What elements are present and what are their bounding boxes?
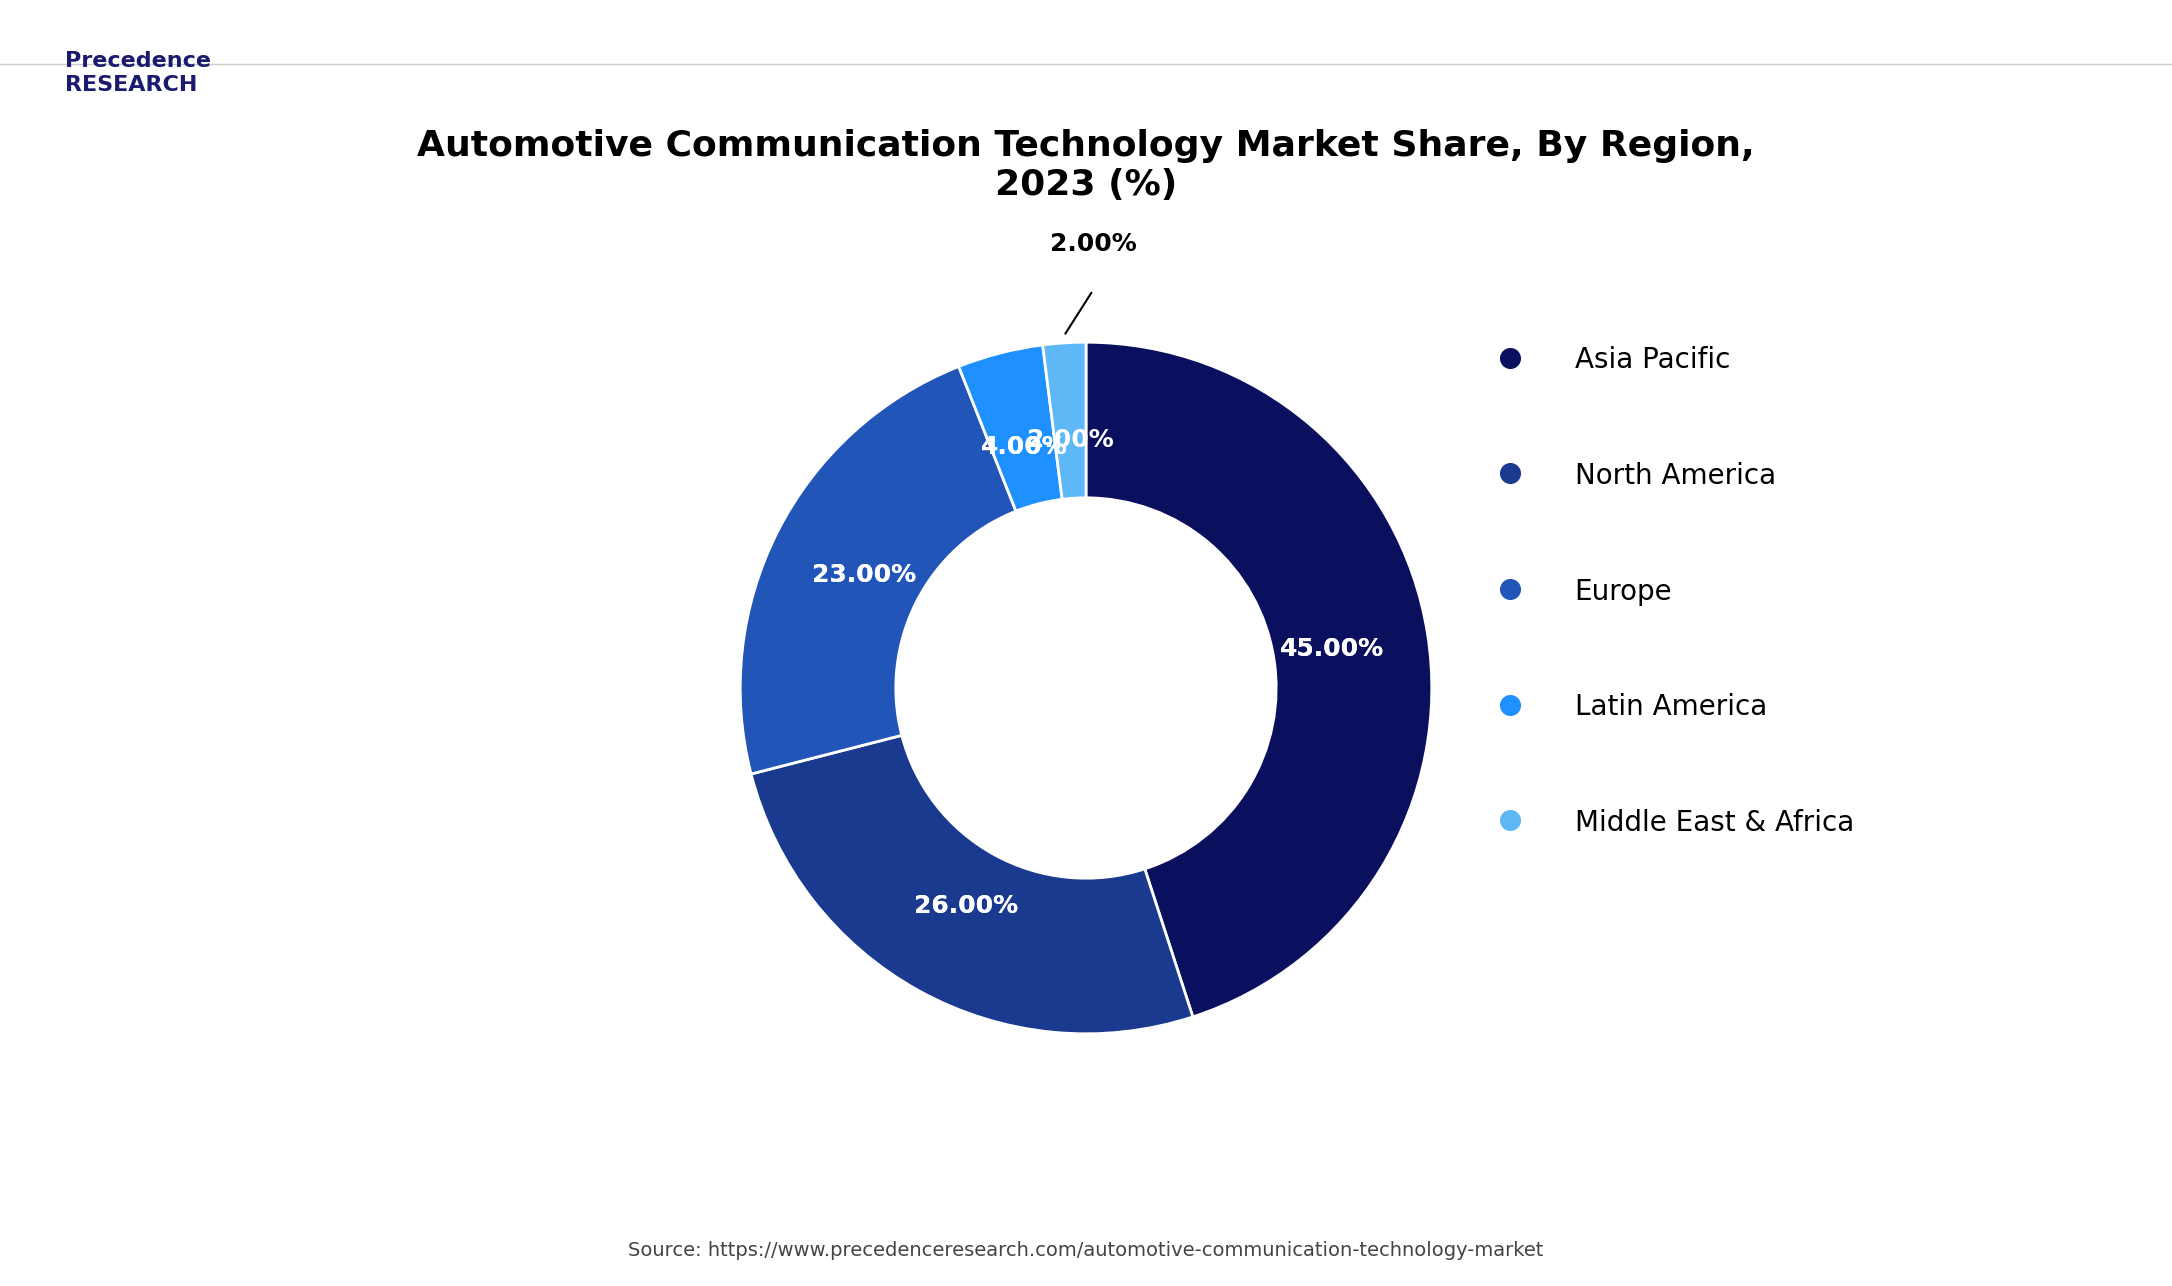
Wedge shape (1086, 342, 1431, 1017)
Wedge shape (741, 367, 1016, 774)
Text: 26.00%: 26.00% (914, 894, 1019, 918)
Text: North America: North America (1575, 462, 1777, 490)
Text: 45.00%: 45.00% (1279, 637, 1384, 661)
Wedge shape (1043, 342, 1086, 499)
Text: 2.00%: 2.00% (1027, 427, 1114, 451)
Text: Automotive Communication Technology Market Share, By Region,
2023 (%): Automotive Communication Technology Mark… (417, 129, 1755, 202)
Text: Latin America: Latin America (1575, 693, 1768, 721)
Text: 23.00%: 23.00% (812, 563, 917, 586)
Point (1492, 579, 1527, 599)
Text: 26.00%: 26.00% (914, 894, 1019, 918)
Text: 4.00%: 4.00% (982, 435, 1066, 459)
Text: Precedence
RESEARCH: Precedence RESEARCH (65, 51, 211, 95)
Wedge shape (752, 736, 1192, 1034)
Point (1492, 347, 1527, 368)
Text: Europe: Europe (1575, 577, 1672, 606)
Point (1492, 463, 1527, 484)
Text: Middle East & Africa: Middle East & Africa (1575, 809, 1855, 837)
Point (1492, 694, 1527, 715)
Text: 23.00%: 23.00% (812, 563, 917, 586)
Text: 4.00%: 4.00% (982, 435, 1066, 459)
Text: 2.00%: 2.00% (1049, 231, 1136, 256)
Point (1492, 810, 1527, 831)
Wedge shape (958, 345, 1062, 511)
Text: Source: https://www.precedenceresearch.com/automotive-communication-technology-m: Source: https://www.precedenceresearch.c… (628, 1241, 1544, 1260)
Text: 45.00%: 45.00% (1279, 637, 1384, 661)
Text: Asia Pacific: Asia Pacific (1575, 346, 1731, 374)
